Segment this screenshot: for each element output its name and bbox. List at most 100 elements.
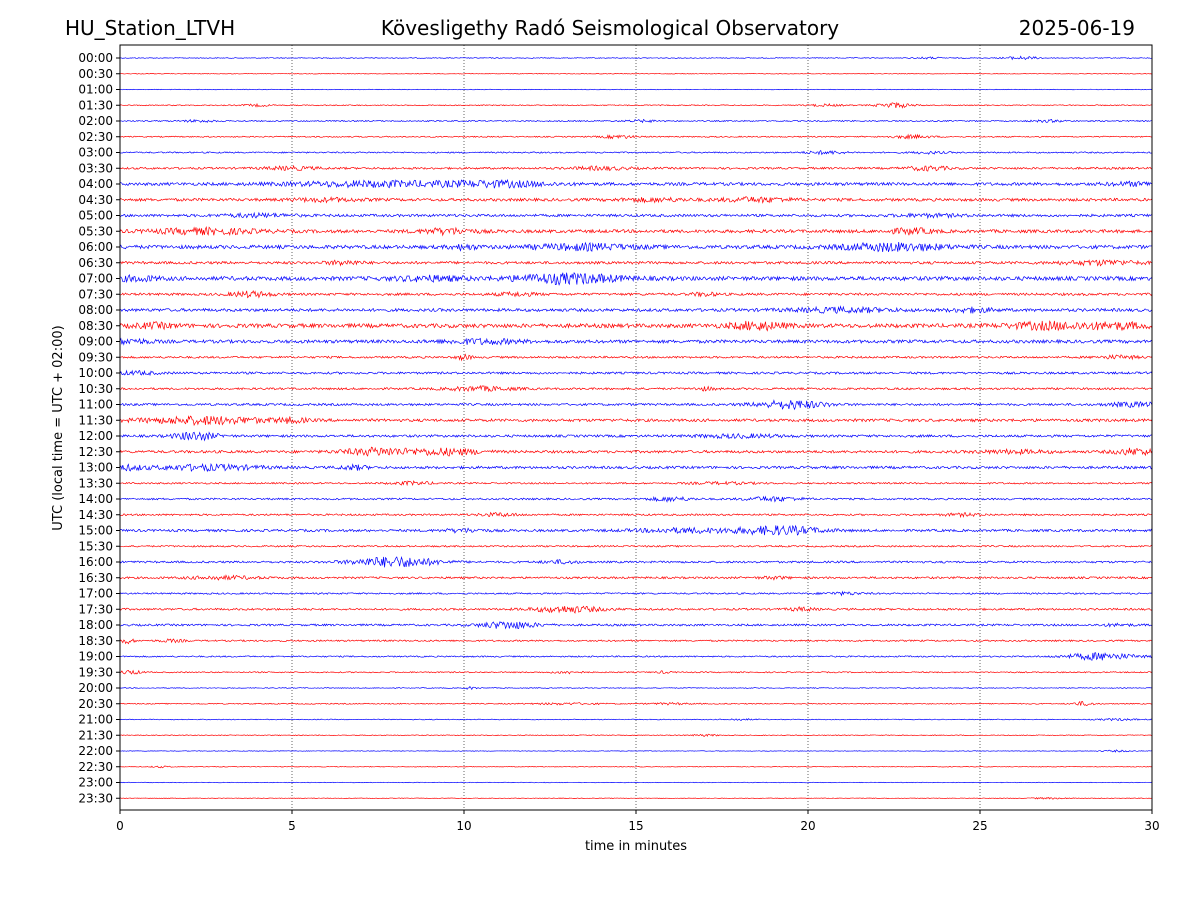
y-tick-label: 19:30 [78, 665, 113, 679]
trace-row [119, 88, 1153, 91]
trace-row [119, 652, 1153, 661]
y-tick-label: 13:30 [78, 476, 113, 490]
trace-row [119, 178, 1153, 189]
y-tick-label: 03:30 [78, 161, 113, 175]
trace-row [119, 118, 1153, 124]
trace-row [119, 196, 1153, 204]
trace-row [119, 700, 1153, 707]
station-title: HU_Station_LTVH [65, 16, 235, 40]
y-tick-label: 02:00 [78, 114, 113, 128]
trace-row [119, 511, 1153, 519]
y-tick-label: 01:30 [78, 98, 113, 112]
y-tick-label: 08:00 [78, 303, 113, 317]
y-tick-label: 06:30 [78, 256, 113, 270]
trace-row [119, 164, 1153, 172]
y-tick-label: 10:00 [78, 366, 113, 380]
trace-row [119, 718, 1153, 722]
x-tick-label: 0 [116, 819, 124, 833]
trace-row [119, 524, 1153, 536]
trace-row [119, 399, 1153, 411]
y-tick-label: 20:00 [78, 681, 113, 695]
trace-row [119, 555, 1153, 568]
x-tick-label: 10 [456, 819, 471, 833]
y-tick-label: 17:00 [78, 587, 113, 601]
trace-row [119, 749, 1153, 753]
trace-row [119, 669, 1153, 675]
trace-row [119, 605, 1153, 614]
trace-row [119, 781, 1153, 784]
y-tick-label: 23:00 [78, 776, 113, 790]
trace-row [119, 305, 1153, 314]
y-tick-label: 21:00 [78, 713, 113, 727]
y-tick-label: 18:00 [78, 618, 113, 632]
trace-row [119, 415, 1153, 427]
y-tick-label: 15:00 [78, 524, 113, 538]
x-tick-label: 15 [628, 819, 643, 833]
trace-row [119, 101, 1153, 109]
x-axis-label: time in minutes [585, 839, 687, 854]
y-tick-label: 06:00 [78, 240, 113, 254]
trace-row [119, 241, 1153, 253]
y-tick-label: 10:30 [78, 382, 113, 396]
trace-row [119, 271, 1153, 286]
y-axis-label: UTC (local time = UTC + 02:00) [51, 325, 66, 530]
y-tick-label: 00:30 [78, 67, 113, 81]
trace-row [119, 733, 1153, 737]
trace-row [119, 384, 1153, 393]
y-tick-label: 09:00 [78, 335, 113, 349]
trace-row [119, 73, 1153, 75]
trace-row [119, 621, 1153, 630]
x-tick-label: 5 [288, 819, 296, 833]
y-tick-label: 16:00 [78, 555, 113, 569]
y-tick-label: 09:30 [78, 350, 113, 364]
y-tick-label: 00:00 [78, 51, 113, 65]
y-tick-label: 07:30 [78, 287, 113, 301]
trace-row [119, 590, 1153, 597]
trace-row [119, 211, 1153, 220]
y-tick-label: 22:30 [78, 760, 113, 774]
y-tick-label: 05:30 [78, 224, 113, 238]
trace-row [119, 258, 1153, 267]
x-tick-label: 20 [800, 819, 815, 833]
y-tick-label: 04:30 [78, 193, 113, 207]
trace-row [120, 765, 1153, 769]
x-tick-label: 30 [1144, 819, 1159, 833]
y-tick-label: 02:30 [78, 130, 113, 144]
trace-row [119, 638, 1153, 645]
y-tick-label: 14:30 [78, 508, 113, 522]
trace-row [119, 495, 1153, 503]
y-tick-label: 07:00 [78, 272, 113, 286]
y-tick-label: 12:00 [78, 429, 113, 443]
y-tick-label: 14:00 [78, 492, 113, 506]
trace-row [119, 290, 1153, 299]
trace-row [119, 133, 1153, 140]
trace-row [119, 480, 1153, 487]
plot-frame [119, 44, 1153, 811]
trace-row [119, 225, 1153, 237]
seismogram-traces [119, 55, 1153, 800]
trace-row [119, 544, 1153, 548]
x-axis-ticks: 0 5 10 15 20 25 30 [116, 810, 1160, 833]
trace-row [119, 320, 1153, 332]
y-tick-label: 08:30 [78, 319, 113, 333]
y-tick-label: 20:30 [78, 697, 113, 711]
trace-row [119, 55, 1153, 61]
y-tick-label: 17:30 [78, 602, 113, 616]
observatory-title: Kövesligethy Radó Seismological Observat… [381, 16, 839, 40]
trace-row [119, 446, 1153, 457]
y-tick-label: 05:00 [78, 209, 113, 223]
y-tick-label: 23:30 [78, 791, 113, 805]
trace-row [119, 431, 1153, 442]
y-tick-label: 18:30 [78, 634, 113, 648]
y-tick-label: 15:30 [78, 539, 113, 553]
y-tick-label: 11:00 [78, 398, 113, 412]
trace-row [119, 685, 1153, 691]
y-tick-label: 04:00 [78, 177, 113, 191]
trace-row [119, 574, 1153, 581]
y-tick-label: 01:00 [78, 83, 113, 97]
y-tick-label: 11:30 [78, 413, 113, 427]
y-tick-label: 19:00 [78, 650, 113, 664]
